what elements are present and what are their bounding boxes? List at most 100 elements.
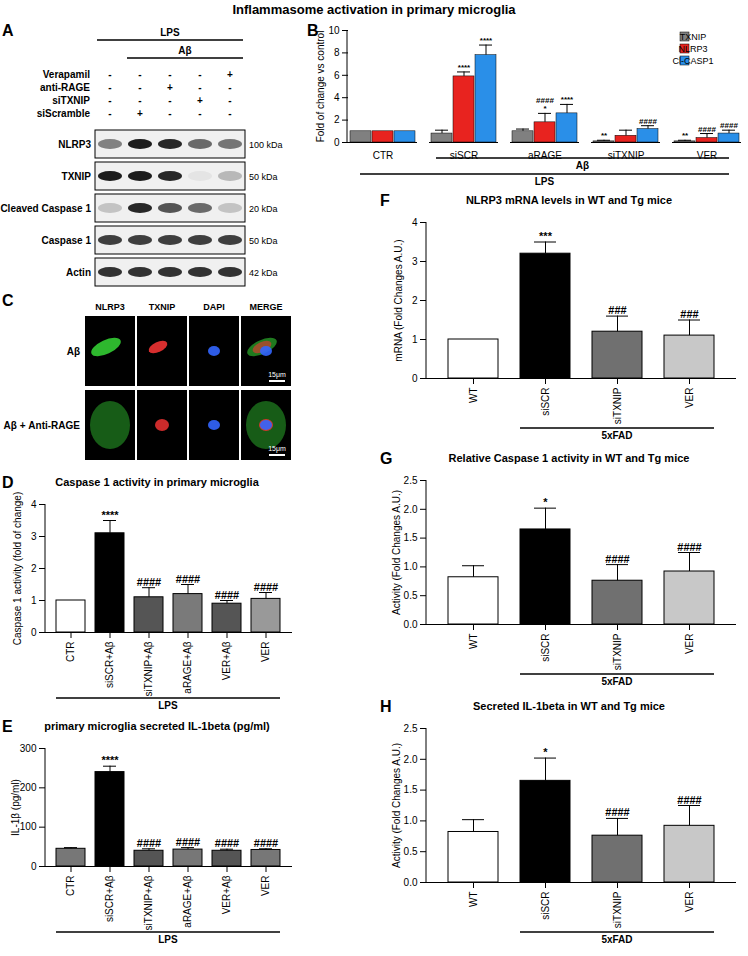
svg-text:15μm: 15μm xyxy=(268,371,286,379)
svg-text:*: * xyxy=(543,746,548,758)
svg-text:-: - xyxy=(198,108,201,119)
svg-text:1.5: 1.5 xyxy=(404,784,418,795)
svg-text:***: *** xyxy=(539,230,553,242)
svg-text:####: #### xyxy=(720,121,738,130)
svg-text:####: #### xyxy=(137,576,161,588)
svg-text:15μm: 15μm xyxy=(268,445,286,453)
svg-text:50 kDa: 50 kDa xyxy=(249,172,278,182)
svg-text:####: #### xyxy=(677,794,701,806)
svg-text:siSCR+Aβ: siSCR+Aβ xyxy=(104,875,115,922)
svg-text:2.0: 2.0 xyxy=(404,754,418,765)
svg-text:0: 0 xyxy=(31,861,37,872)
svg-text:Activity (Fold Changes A.U.): Activity (Fold Changes A.U.) xyxy=(391,743,402,868)
svg-text:Verapamil: Verapamil xyxy=(43,69,90,80)
svg-text:**: ** xyxy=(601,131,608,140)
svg-text:4: 4 xyxy=(31,499,37,510)
svg-text:0.5: 0.5 xyxy=(404,590,418,601)
svg-text:WT: WT xyxy=(468,892,479,908)
svg-text:-: - xyxy=(198,69,201,80)
svg-text:Cl-CASP1: Cl-CASP1 xyxy=(672,56,713,66)
svg-text:aRAGE: aRAGE xyxy=(528,150,562,161)
svg-text:1: 1 xyxy=(412,334,418,345)
svg-text:42 kDa: 42 kDa xyxy=(249,268,278,278)
svg-text:####: #### xyxy=(698,125,716,134)
svg-text:mRNA (Fold Changes A.U.): mRNA (Fold Changes A.U.) xyxy=(393,239,404,361)
svg-text:0: 0 xyxy=(412,373,418,384)
svg-text:2: 2 xyxy=(334,114,340,125)
svg-text:+: + xyxy=(197,95,203,106)
svg-text:siTXNIP+Aβ: siTXNIP+Aβ xyxy=(143,641,154,696)
svg-text:2.5: 2.5 xyxy=(404,475,418,486)
svg-text:Aβ: Aβ xyxy=(576,160,589,171)
svg-text:6: 6 xyxy=(334,70,340,81)
svg-text:####: #### xyxy=(254,581,278,593)
svg-text:0.0: 0.0 xyxy=(404,877,418,888)
svg-text:siTXNIP+Aβ: siTXNIP+Aβ xyxy=(143,875,154,930)
svg-text:0.0: 0.0 xyxy=(404,619,418,630)
svg-text:-: - xyxy=(168,95,171,106)
svg-text:siTXNIP: siTXNIP xyxy=(612,387,623,424)
svg-text:3: 3 xyxy=(412,256,418,267)
svg-text:VER+Aβ: VER+Aβ xyxy=(221,875,232,914)
svg-text:siTXNIP: siTXNIP xyxy=(608,150,645,161)
svg-text:LPS: LPS xyxy=(160,27,180,38)
svg-text:2: 2 xyxy=(412,295,418,306)
svg-text:siTXNIP: siTXNIP xyxy=(612,891,623,928)
svg-text:-: - xyxy=(228,82,231,93)
svg-text:####: #### xyxy=(639,117,657,126)
svg-text:####: #### xyxy=(605,806,629,818)
svg-text:****: **** xyxy=(101,509,119,521)
svg-text:-: - xyxy=(228,108,231,119)
svg-text:-: - xyxy=(168,69,171,80)
svg-text:siSCR: siSCR xyxy=(540,892,551,920)
svg-text:TXNIP: TXNIP xyxy=(62,171,92,182)
svg-text:siTXNIP: siTXNIP xyxy=(52,95,90,106)
svg-text:2: 2 xyxy=(31,563,37,574)
svg-text:+: + xyxy=(227,69,233,80)
svg-text:300: 300 xyxy=(20,743,37,754)
svg-text:+: + xyxy=(137,108,143,119)
svg-text:-: - xyxy=(168,108,171,119)
svg-text:CTR: CTR xyxy=(65,876,76,897)
svg-text:5xFAD: 5xFAD xyxy=(601,430,632,441)
svg-text:*: * xyxy=(543,496,548,508)
svg-text:-: - xyxy=(108,95,111,106)
svg-text:siTXNIP: siTXNIP xyxy=(612,633,623,670)
svg-text:0.5: 0.5 xyxy=(404,846,418,857)
svg-text:aRAGE+Aβ: aRAGE+Aβ xyxy=(182,875,193,927)
svg-text:8: 8 xyxy=(334,47,340,58)
svg-text:Activity (Fold Changes A.U.): Activity (Fold Changes A.U.) xyxy=(391,490,402,615)
svg-text:-: - xyxy=(228,95,231,106)
svg-text:****: **** xyxy=(480,36,493,45)
svg-text:-: - xyxy=(108,82,111,93)
svg-text:####: #### xyxy=(215,837,239,849)
svg-text:Actin: Actin xyxy=(66,267,91,278)
svg-text:-: - xyxy=(198,82,201,93)
svg-text:VER: VER xyxy=(260,876,271,897)
svg-text:LPS: LPS xyxy=(158,700,178,711)
svg-text:aRAGE+Aβ: aRAGE+Aβ xyxy=(182,641,193,693)
svg-text:IL-1β (pg/ml): IL-1β (pg/ml) xyxy=(10,779,21,836)
svg-text:WT: WT xyxy=(468,388,479,404)
svg-text:siSCR: siSCR xyxy=(450,150,478,161)
svg-text:-: - xyxy=(138,82,141,93)
svg-text:###: ### xyxy=(680,308,698,320)
svg-text:####: #### xyxy=(137,837,161,849)
svg-text:4: 4 xyxy=(412,217,418,228)
svg-text:####: #### xyxy=(605,553,629,565)
svg-text:1: 1 xyxy=(31,595,37,606)
svg-text:-: - xyxy=(108,108,111,119)
svg-text:1.0: 1.0 xyxy=(404,815,418,826)
svg-text:WT: WT xyxy=(468,634,479,650)
svg-text:100 kDa: 100 kDa xyxy=(249,140,283,150)
svg-text:**: ** xyxy=(682,131,689,140)
svg-text:DAPI: DAPI xyxy=(203,302,225,312)
svg-text:-: - xyxy=(108,69,111,80)
svg-text:5xFAD: 5xFAD xyxy=(601,934,632,945)
svg-text:VER: VER xyxy=(684,892,695,913)
svg-text:####: #### xyxy=(215,589,239,601)
svg-text:0: 0 xyxy=(334,137,340,148)
svg-text:-: - xyxy=(138,69,141,80)
svg-text:0: 0 xyxy=(31,627,37,638)
svg-text:-: - xyxy=(138,95,141,106)
